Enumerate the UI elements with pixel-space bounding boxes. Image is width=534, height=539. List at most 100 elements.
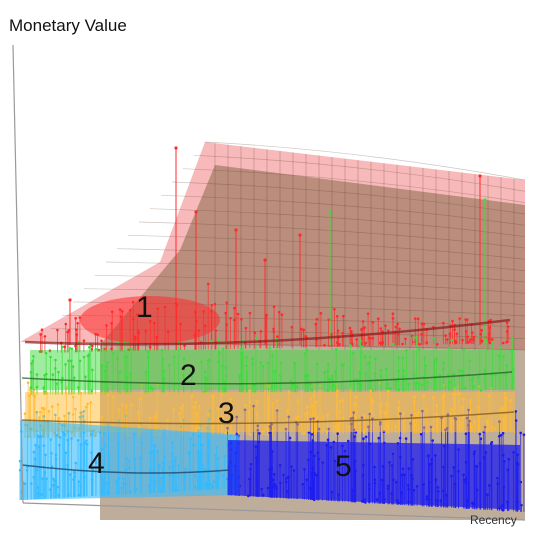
cluster-1-point (461, 338, 464, 342)
cluster-5-point (377, 436, 381, 440)
cluster-3-point (386, 389, 390, 393)
cluster-1-point (472, 335, 476, 339)
cluster-1-point (361, 320, 365, 323)
surface-mesh-line (83, 288, 526, 306)
cluster-1-point (280, 313, 284, 316)
cluster-1-point (323, 343, 326, 347)
cluster-1-point (363, 326, 366, 329)
x-axis-line-end (469, 517, 526, 521)
cluster-1-point (396, 322, 400, 326)
cluster-1-point (233, 306, 236, 310)
cluster-2-point (359, 339, 362, 343)
cluster-1-point (379, 327, 383, 330)
cluster-1-point (248, 311, 252, 315)
cluster-2-point (70, 347, 74, 351)
cluster-2-point (268, 346, 272, 350)
cluster-1-point (298, 233, 302, 237)
cluster-1-point (348, 326, 352, 330)
cluster-1-point (391, 317, 395, 320)
cluster-1-point (464, 330, 468, 333)
cluster-5-point (431, 439, 435, 442)
cluster-2-point (60, 345, 64, 349)
x-axis-title: Recency (470, 513, 517, 527)
cluster-1-point (259, 330, 263, 333)
cluster-5-point (353, 435, 356, 438)
cluster-1-point (466, 335, 470, 339)
z-axis-line (12, 44, 24, 504)
cluster-1-point (319, 312, 323, 315)
cluster-2-point (334, 348, 338, 351)
cluster-1-point (300, 327, 303, 331)
cluster-2-point (491, 340, 494, 344)
cluster-2-fit-line (21, 371, 513, 385)
cluster-1-point (506, 325, 510, 329)
cluster-1-point (110, 347, 113, 351)
cluster-1-point (366, 312, 370, 316)
cluster-1-point (380, 341, 384, 345)
cluster-1-point (174, 146, 178, 150)
cluster-5-point (419, 432, 423, 436)
cluster-2-point (94, 347, 97, 351)
cluster-1-point (330, 333, 333, 337)
cluster-1-point (420, 322, 424, 326)
cluster-5-point (288, 436, 292, 440)
cluster-1-fit-line (24, 318, 511, 346)
surface-mesh-line (193, 154, 526, 192)
cluster-5-point (501, 508, 505, 512)
cluster-1-point (276, 335, 279, 338)
cluster-1-point (213, 302, 217, 306)
surface-mesh-line (171, 181, 526, 215)
cluster-2-point (88, 346, 91, 349)
cluster-1-point (315, 317, 319, 321)
cluster-4-fit-line (21, 464, 231, 474)
cluster-2-point (511, 337, 514, 341)
cluster-1-point (416, 317, 420, 321)
cluster-1-point (335, 341, 339, 345)
cluster-1-point (210, 304, 214, 307)
cluster-2-point (90, 389, 93, 393)
cluster-1-point (40, 328, 44, 332)
x-axis-line (22, 502, 471, 519)
axes-layer (12, 44, 526, 521)
cluster-1-point (277, 310, 281, 314)
cluster-1-point (74, 317, 77, 320)
cluster-1-point (244, 326, 248, 330)
surface-mesh-line (105, 261, 526, 283)
cluster-5-point (522, 433, 526, 437)
cluster-1-point (469, 338, 472, 341)
cluster-5-point (489, 442, 493, 446)
cluster-4-core (20, 420, 240, 500)
cluster-3-core (25, 392, 515, 432)
cluster-2-point (450, 338, 454, 342)
cluster-1-point (404, 337, 407, 341)
cluster-5-point (519, 431, 522, 435)
cluster-5-point (258, 432, 261, 435)
cluster-5-point (362, 437, 365, 440)
cluster-1-point (396, 333, 400, 336)
cluster-2-point (499, 346, 503, 349)
cluster-1-point (453, 339, 457, 343)
cluster-1-point (148, 345, 152, 349)
surface-mesh-line (204, 141, 526, 181)
cluster-1-point (371, 321, 375, 324)
cluster-1-point (74, 328, 78, 332)
cluster-2-point (349, 344, 352, 347)
cluster-3-fit-line (21, 411, 515, 425)
cluster-1-point (501, 341, 505, 345)
cluster-1-point (43, 335, 47, 338)
cluster-1-point (377, 317, 380, 321)
cluster-2-point (328, 210, 332, 214)
cluster-5-point (464, 432, 468, 436)
cluster-5-point (479, 437, 483, 441)
cluster-1-point (480, 328, 483, 332)
surface-mesh-line (116, 248, 526, 272)
cluster-5-point (347, 439, 350, 443)
cluster-label-5: 5 (335, 450, 352, 483)
cluster-2-point (221, 347, 225, 350)
cluster-1-point (455, 332, 459, 336)
cluster-5-point (514, 419, 518, 422)
cluster-5-point (364, 435, 368, 439)
cluster-1-point (100, 339, 103, 343)
cluster-1-point (368, 336, 372, 340)
cluster-1-point (453, 328, 456, 331)
